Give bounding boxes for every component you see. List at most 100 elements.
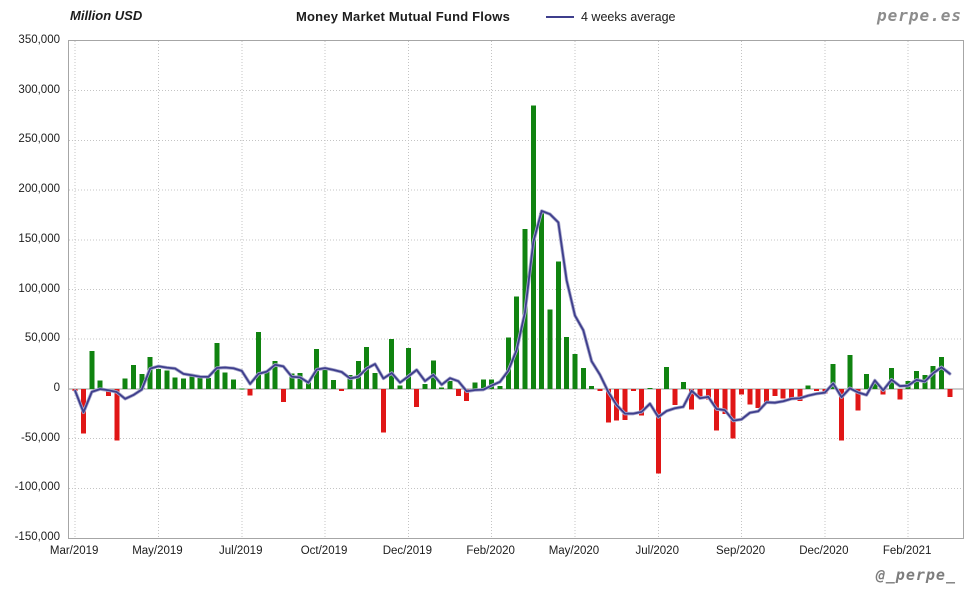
x-tick-label: May/2020 <box>548 545 600 557</box>
plot-area <box>68 40 964 539</box>
average-line <box>74 210 951 422</box>
flow-bar <box>597 388 603 391</box>
y-tick-label: 100,000 <box>18 282 60 295</box>
flow-bar <box>280 388 286 402</box>
flow-bar <box>755 388 761 408</box>
chart-canvas <box>69 41 963 538</box>
flow-bar <box>630 388 636 391</box>
flow-bar <box>564 337 570 389</box>
flow-bar <box>664 367 670 389</box>
y-tick-label: 150,000 <box>18 232 60 245</box>
flow-bar <box>547 309 553 389</box>
flow-bar <box>722 388 728 414</box>
x-tick-label: Oct/2019 <box>300 545 348 557</box>
legend: 4 weeks average <box>546 10 676 24</box>
flow-bar <box>389 339 395 389</box>
flow-bar <box>172 377 178 389</box>
flow-bar <box>897 388 903 400</box>
flow-bar <box>855 388 861 411</box>
flow-bar <box>272 361 278 389</box>
flow-bar <box>539 212 545 389</box>
x-tick-label: Feb/2020 <box>466 545 515 557</box>
flow-bar <box>197 376 203 389</box>
flow-bar <box>572 354 578 389</box>
flow-bar <box>97 380 103 389</box>
flow-bar <box>322 368 328 389</box>
flow-bar <box>930 366 936 389</box>
y-tick-label: 0 <box>53 381 60 394</box>
y-tick-label: 250,000 <box>18 133 60 146</box>
flow-bar <box>580 368 586 389</box>
flow-bar <box>672 388 678 405</box>
flow-bar <box>239 388 245 390</box>
flow-bar <box>589 385 595 389</box>
flow-bar <box>639 388 645 416</box>
flow-bar <box>155 369 161 389</box>
y-tick-label: 200,000 <box>18 183 60 196</box>
x-tick-label: Dec/2019 <box>382 545 432 557</box>
flow-bar <box>405 348 411 389</box>
flow-bar <box>305 382 311 389</box>
flow-bar <box>680 381 686 389</box>
flow-bar <box>780 388 786 399</box>
flow-bar <box>947 388 953 397</box>
x-tick-label: Jul/2019 <box>219 545 263 557</box>
flow-bar <box>447 380 453 389</box>
flow-bar <box>605 388 611 423</box>
y-tick-label: 350,000 <box>18 34 60 46</box>
flow-bar <box>872 382 878 389</box>
y-axis-unit-label: Million USD <box>70 8 143 23</box>
y-tick-label: -100,000 <box>14 481 60 494</box>
flow-bar <box>739 388 745 395</box>
flow-bar <box>230 379 236 389</box>
brand-watermark: perpe.es <box>876 6 962 25</box>
flow-bar <box>130 365 136 389</box>
y-tick-label: 300,000 <box>18 83 60 96</box>
y-tick-label: -150,000 <box>14 531 60 543</box>
flow-bar <box>455 388 461 396</box>
flow-bar <box>772 388 778 396</box>
flow-bar <box>297 373 303 389</box>
author-handle-watermark: @_perpe_ <box>875 566 956 584</box>
x-tick-label: May/2019 <box>132 545 183 557</box>
flow-bar <box>497 385 503 389</box>
flow-bar <box>655 388 661 474</box>
flow-bar <box>372 373 378 389</box>
flow-bar <box>289 373 295 389</box>
y-tick-label: -50,000 <box>20 431 60 444</box>
y-tick-label: 50,000 <box>24 332 60 345</box>
flow-bar <box>697 388 703 397</box>
flow-bar <box>689 388 695 410</box>
flow-bar <box>114 388 120 441</box>
flow-bar <box>472 382 478 389</box>
chart-title: Money Market Mutual Fund Flows <box>296 9 511 24</box>
flow-bar <box>847 355 853 389</box>
flow-bar <box>189 374 195 389</box>
x-tick-label: Sep/2020 <box>715 545 766 557</box>
flow-bar <box>830 364 836 389</box>
flow-bar <box>505 337 511 389</box>
flow-bar <box>464 388 470 401</box>
flow-bar <box>864 373 870 389</box>
flow-bar <box>622 388 628 421</box>
flow-bar <box>397 385 403 389</box>
flow-bar <box>730 388 736 439</box>
flow-bar <box>839 388 845 441</box>
flow-bar <box>122 378 128 389</box>
flow-bar <box>205 377 211 389</box>
flow-bar <box>139 373 145 389</box>
legend-label: 4 weeks average <box>581 10 676 24</box>
flow-bar <box>480 379 486 389</box>
flow-bar <box>764 388 770 403</box>
flow-bar <box>555 261 561 389</box>
x-tick-label: Feb/2021 <box>882 545 932 557</box>
flow-bar <box>105 388 111 396</box>
flow-bar <box>255 332 261 389</box>
x-tick-label: Jul/2020 <box>635 545 679 557</box>
flow-bar <box>747 388 753 405</box>
flow-bar <box>422 383 428 389</box>
flow-bar <box>439 387 445 389</box>
flow-bar <box>247 388 253 396</box>
x-tick-label: Dec/2020 <box>799 545 849 557</box>
